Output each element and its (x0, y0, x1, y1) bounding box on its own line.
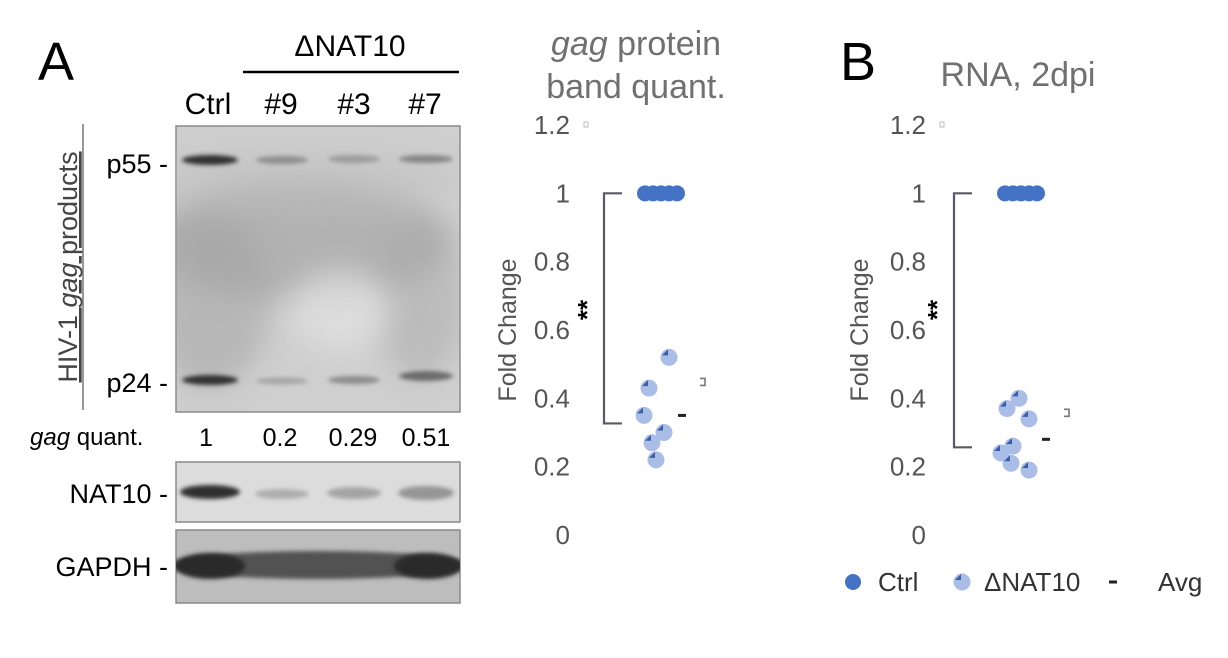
quant-value-7: 0.51 (402, 424, 451, 452)
quant-value-ctrl: 1 (199, 424, 213, 452)
chart1-nat10-point-0 (660, 348, 678, 366)
chart1-nat10-point-tick-5 (649, 451, 655, 458)
legend-label-nat10: ΔNAT10 (984, 567, 1080, 597)
lane-label-9: #9 (264, 88, 297, 121)
chart1-ytick-5: 1 (556, 178, 570, 208)
chart1-significance-bracket (602, 192, 622, 425)
chart2-significance-bracket (952, 192, 972, 449)
panel-letter-b: B (840, 32, 876, 92)
chart2-ytick-5: 1 (912, 178, 926, 208)
chart1-ytick-4: 0.8 (534, 247, 570, 277)
chart2-significance: ** (922, 299, 952, 320)
chart1-ytick-1: 0.2 (534, 452, 570, 482)
chart2-nat10-point-tick-2 (1022, 410, 1028, 417)
legend-swatch-nat10-tick (955, 574, 961, 580)
band-label-p24: p24 - (106, 368, 168, 398)
chart1-nat10-point-tick-4 (645, 434, 651, 441)
legend-swatch-ctrl (845, 574, 861, 590)
chart-gag-protein: gag protein band quant. Fold Change 0 0.2… (494, 25, 726, 550)
chart2-nat10-point-tick-6 (1022, 462, 1028, 469)
band-label-nat10: NAT10 - (69, 479, 168, 509)
chart2-ylabel: Fold Change (846, 258, 874, 401)
chart1-nat10-point-4 (643, 434, 661, 452)
group-header-nat10: ΔNAT10 (294, 30, 405, 63)
panel-letter-a: A (38, 32, 74, 92)
chart2-ytick-1: 0.2 (890, 452, 926, 482)
chart2-nat10-point-tick-0 (1012, 390, 1018, 397)
blot-gag (175, 125, 461, 413)
chart1-title-line2: band quant. (546, 68, 726, 106)
chart1-ctrl-point-4 (669, 185, 685, 202)
blot-nat10 (175, 461, 461, 523)
chart-rna-2dpi: B RNA, 2dpi Fold Change 0 0.2 0.4 0.6 0.8 1 1.… (840, 32, 1095, 550)
quant-value-9: 0.2 (263, 424, 298, 452)
chart2-ytick-6: 1.2 (890, 110, 926, 140)
chart2-ytick-3: 0.6 (890, 315, 926, 345)
legend-swatch-nat10 (953, 573, 971, 591)
quant-value-3: 0.29 (329, 424, 378, 452)
chart2-nat10-point-2 (1020, 410, 1038, 428)
chart2-ytick-0: 0 (912, 520, 926, 550)
chart2-top-marker (939, 121, 945, 128)
chart2-ctrl-point-4 (1029, 185, 1045, 202)
legend-label-ctrl: Ctrl (878, 567, 918, 597)
blot-yaxis-label: HIV-1 gag products (53, 151, 83, 382)
chart2-nat10-point-tick-5 (1004, 455, 1010, 462)
chart1-ytick-2: 0.4 (534, 383, 570, 413)
chart2-nat10-point-tick-1 (1000, 400, 1006, 407)
chart2-title: RNA, 2dpi (941, 56, 1096, 94)
chart1-ytick-0: 0 (556, 520, 570, 550)
chart2-nat10-point-6 (1020, 461, 1038, 479)
chart1-significance: ** (572, 299, 602, 320)
lane-label-ctrl: Ctrl (185, 88, 232, 121)
chart1-nat10-point-tick-2 (637, 407, 643, 414)
chart1-nat10-point-tick-3 (657, 424, 663, 431)
lane-label-3: #3 (337, 88, 370, 121)
chart1-nat10-point-5 (647, 451, 665, 469)
chart1-top-marker (583, 121, 589, 128)
chart2-ytick-2: 0.4 (890, 383, 926, 413)
chart2-nat10-point-5 (1002, 454, 1020, 472)
chart2-nat10-point-tick-3 (1006, 438, 1012, 445)
chart2-ytick-4: 0.8 (890, 247, 926, 277)
blot-gapdh (175, 529, 461, 604)
chart1-nat10-point-1 (640, 379, 658, 397)
legend-label-avg: Avg (1158, 567, 1202, 597)
chart2-avg-ctrl-marker (1064, 408, 1070, 418)
chart1-nat10-point-tick-0 (662, 349, 668, 356)
chart2-nat10-point-1 (998, 400, 1016, 418)
quant-row-label: gag quant. (30, 424, 143, 451)
band-label-p55: p55 - (106, 149, 168, 179)
lane-label-7: #7 (408, 88, 441, 121)
band-label-gapdh: GAPDH - (55, 552, 168, 582)
chart1-avg-ctrl-marker (700, 377, 706, 387)
chart1-ytick-6: 1.2 (534, 110, 570, 140)
chart1-nat10-point-2 (635, 406, 653, 424)
chart1-ytick-3: 0.6 (534, 315, 570, 345)
chart2-nat10-point-tick-4 (994, 445, 1000, 451)
legend: Ctrl ΔNAT10 Avg (845, 567, 1202, 597)
chart1-nat10-point-tick-1 (642, 380, 648, 387)
chart1-ylabel: Fold Change (494, 258, 522, 401)
chart1-title-line1: gag protein (551, 25, 721, 63)
